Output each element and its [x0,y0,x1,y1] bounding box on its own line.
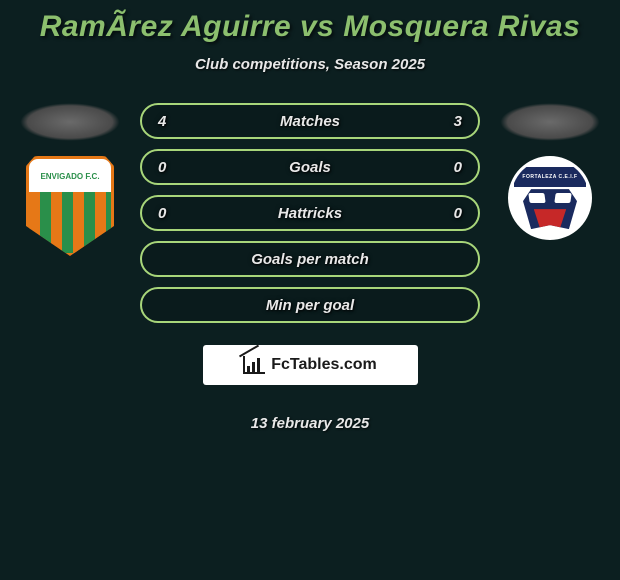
date-label: 13 february 2025 [140,415,480,432]
left-player-col: ENVIGADO F.C. [20,103,120,256]
stat-row-gpm: Goals per match [140,241,480,277]
main-row: ENVIGADO F.C. 4 Matches 3 0 Goals 0 0 Ha… [10,103,610,432]
left-player-avatar-placeholder [20,103,120,141]
stat-left-value: 0 [158,159,178,176]
comparison-card: RamÃ­rez Aguirre vs Mosquera Rivas Club … [0,0,620,442]
subtitle: Club competitions, Season 2025 [10,56,610,73]
stat-right-value: 0 [442,205,462,222]
stat-label: Min per goal [178,297,442,314]
stats-column: 4 Matches 3 0 Goals 0 0 Hattricks 0 Goal… [140,103,480,432]
page-title: RamÃ­rez Aguirre vs Mosquera Rivas [10,10,610,44]
source-logo-text: FcTables.com [271,356,377,374]
right-club-name: FORTALEZA C.E.I.F [522,174,577,180]
stat-row-mpg: Min per goal [140,287,480,323]
right-club-badge: FORTALEZA C.E.I.F [508,156,592,240]
stat-right-value: 3 [442,113,462,130]
stat-row-hattricks: 0 Hattricks 0 [140,195,480,231]
left-club-name: ENVIGADO F.C. [29,172,111,181]
source-logo-box: FcTables.com [203,345,418,385]
stat-label: Matches [178,113,442,130]
stat-label: Hattricks [178,205,442,222]
chart-icon [243,356,265,374]
right-player-avatar-placeholder [500,103,600,141]
stat-label: Goals per match [178,251,442,268]
stat-label: Goals [178,159,442,176]
stat-right-value: 0 [442,159,462,176]
right-player-col: FORTALEZA C.E.I.F [500,103,600,240]
stat-left-value: 0 [158,205,178,222]
stat-left-value: 4 [158,113,178,130]
stat-row-goals: 0 Goals 0 [140,149,480,185]
left-club-badge: ENVIGADO F.C. [26,156,114,256]
stat-row-matches: 4 Matches 3 [140,103,480,139]
